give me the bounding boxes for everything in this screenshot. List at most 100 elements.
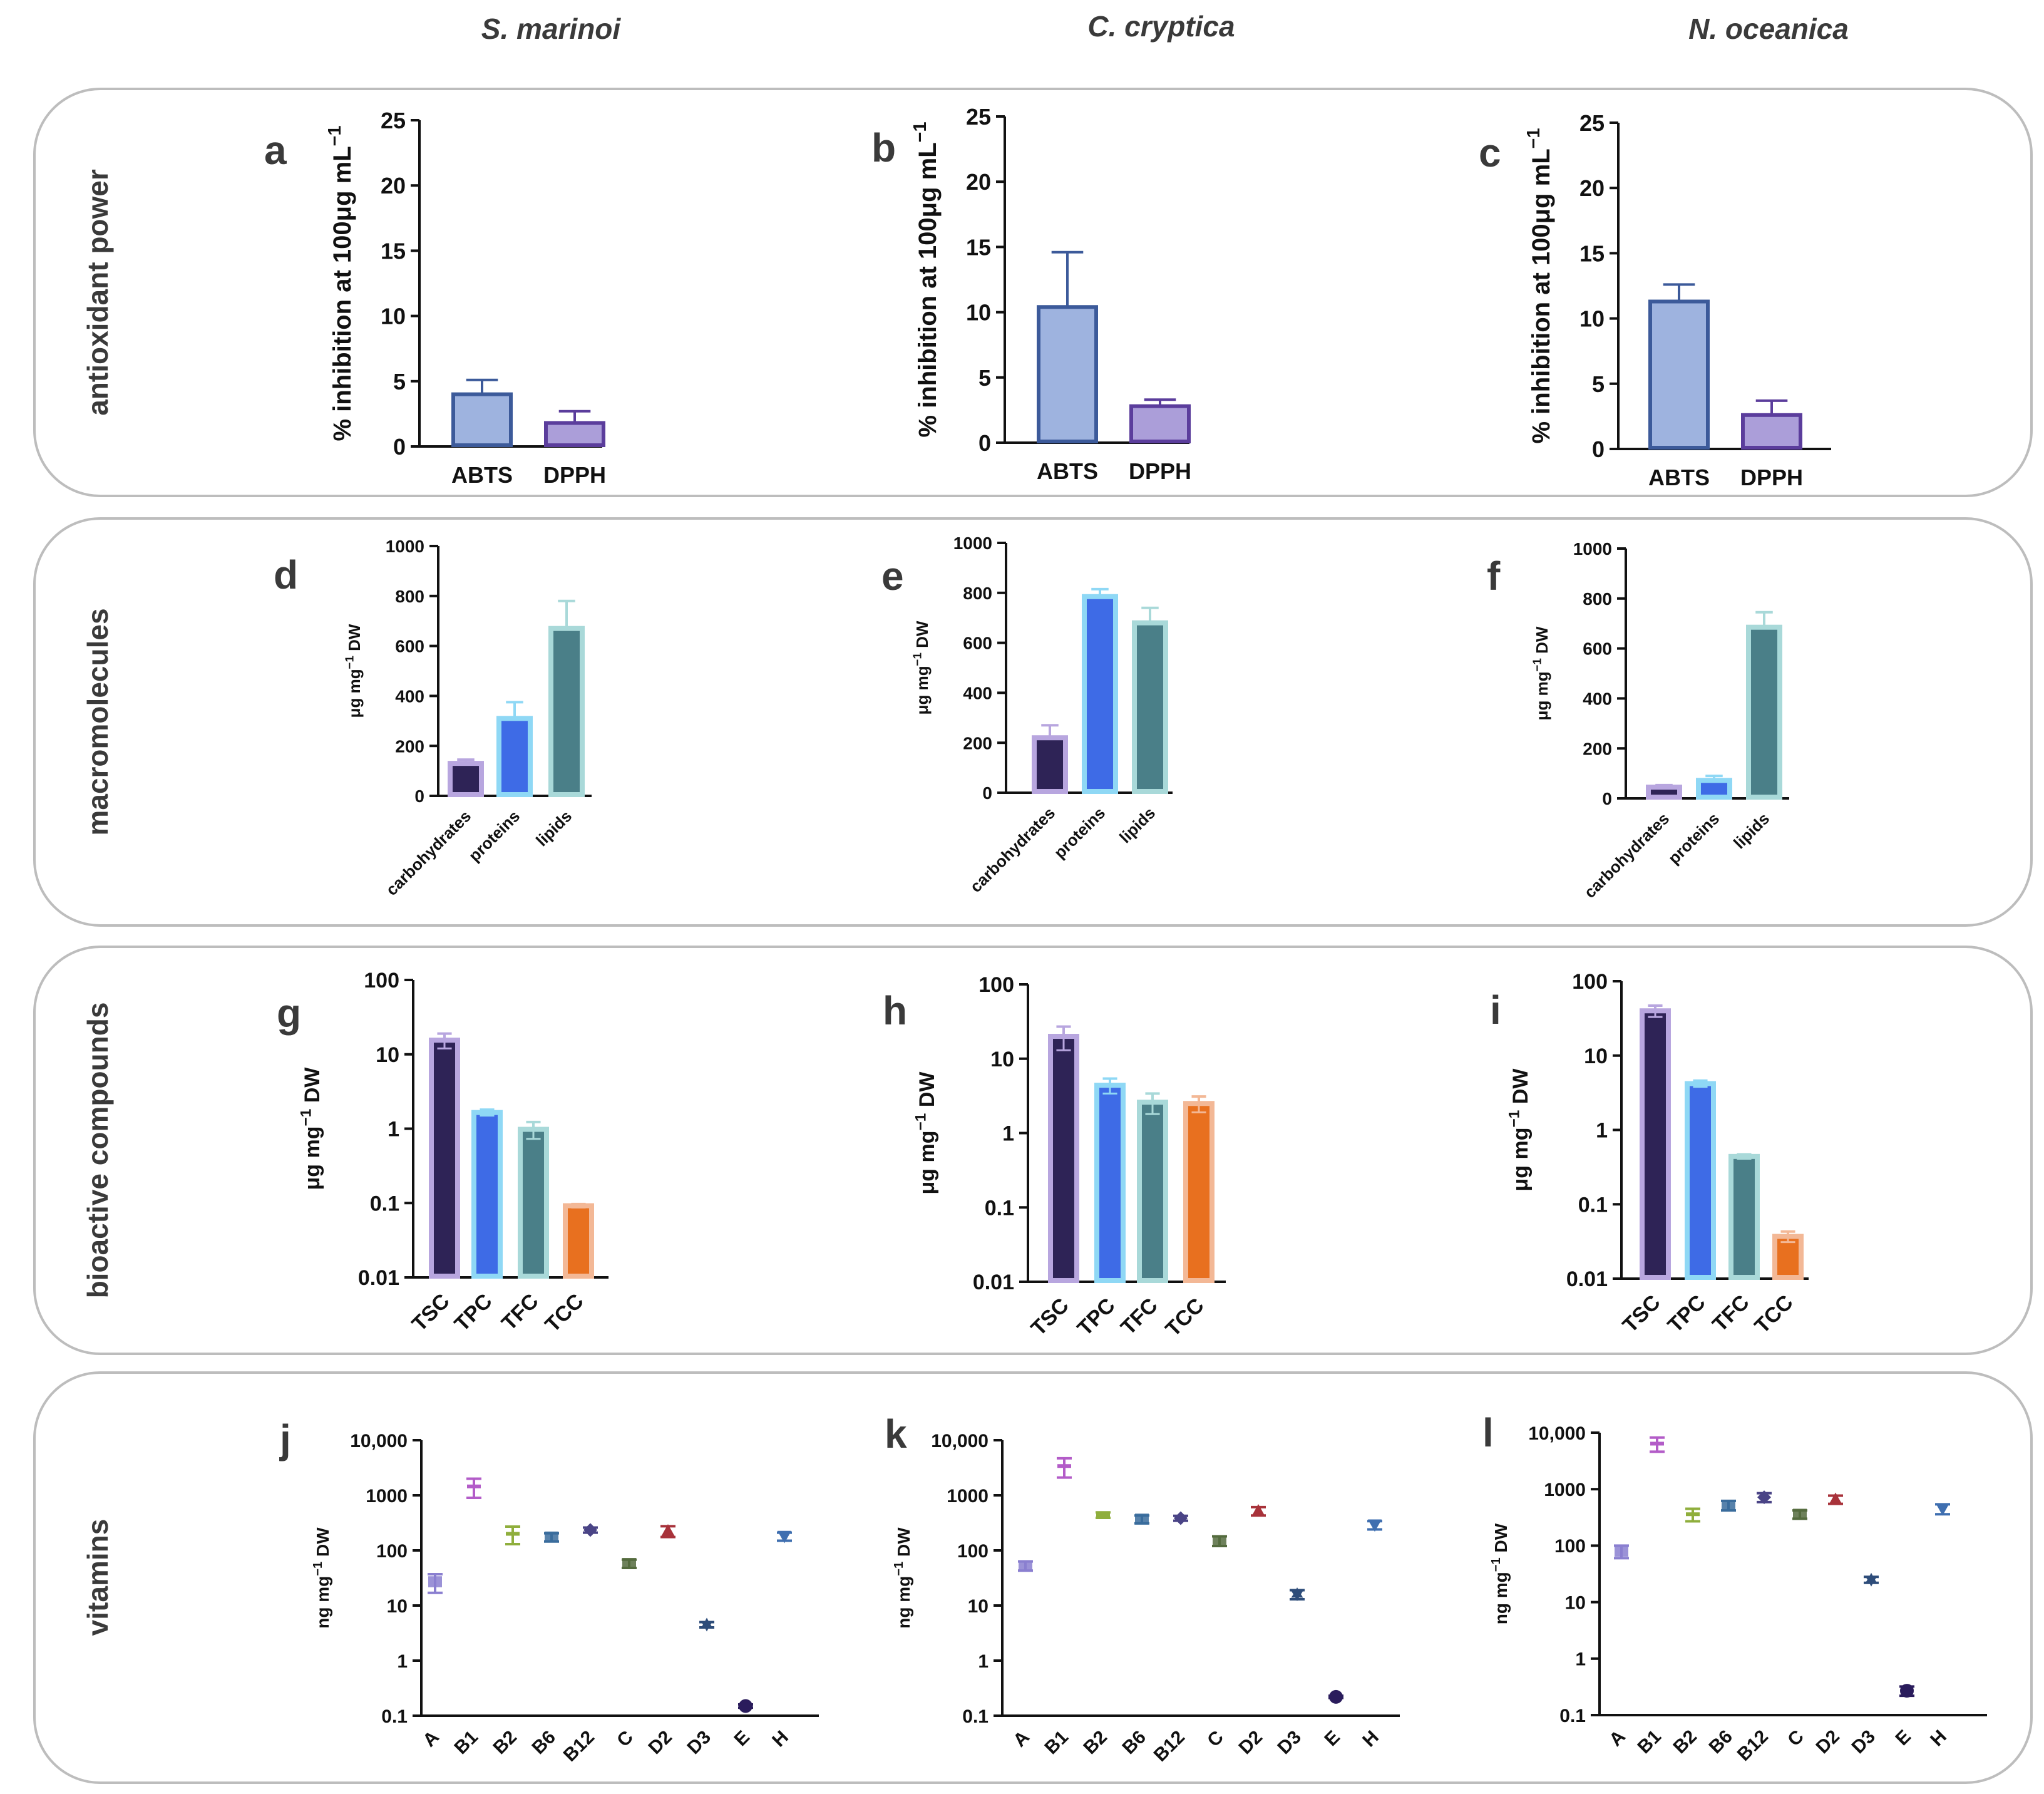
- x-tick-label-tfc: TFC: [497, 1289, 543, 1336]
- x-tick-label-carbohydrates: carbohydrates: [1580, 809, 1673, 902]
- y-tick-label-l: 10,000: [1528, 1423, 1586, 1444]
- chart-e: e 0 200 400 600 800 1000 μg mg−1 DW carbohydrate…: [881, 534, 1173, 896]
- row-label-antioxidant: antioxidant power: [81, 169, 114, 416]
- x-tick-label-h: H: [768, 1727, 793, 1751]
- chart-j: j 0.1 1 10 100 1000 10,000 ng mg−1 DW A B1 B2 B6 B12…: [279, 1416, 819, 1766]
- y-label-sup: −1: [1531, 658, 1544, 671]
- species-title-3: N. oceanica: [1688, 13, 1849, 45]
- y-tick-label-b: 5: [978, 365, 991, 391]
- y-tick-label-f: 1000: [1573, 539, 1612, 559]
- x-tick-label-carbohydrates: carbohydrates: [382, 807, 475, 899]
- panel-letter-b: b: [871, 125, 896, 170]
- y-tick-label-e: 800: [963, 584, 992, 603]
- y-tick-label-d: 0: [414, 786, 424, 806]
- y-tick-label-f: 200: [1583, 739, 1612, 758]
- panel-letter-c: c: [1479, 130, 1501, 175]
- x-tick-label-tsc: TSC: [408, 1289, 455, 1336]
- y-label-sup: −1: [1524, 128, 1544, 148]
- point-e: [1329, 1689, 1343, 1704]
- y-tick-label-l: 100: [1554, 1536, 1586, 1557]
- x-tick-label-abts: ABTS: [451, 462, 513, 488]
- species-title-2: C. cryptica: [1087, 10, 1235, 43]
- y-tick-label-e: 1000: [953, 534, 992, 553]
- point-b1: [1650, 1441, 1664, 1446]
- y-label-main: ng mg: [894, 1576, 913, 1629]
- bar-dpph: [1741, 413, 1802, 450]
- y-tick-label-a: 10: [381, 304, 406, 329]
- x-tick-label-b6: B6: [1118, 1727, 1149, 1758]
- y-label-sup: −1: [311, 1562, 325, 1576]
- point-h: [1368, 1519, 1382, 1532]
- y-tick-label-j: 10: [387, 1596, 408, 1617]
- chart-d: d 0 200 400 600 800 1000 μg mg−1 DW carbohydrate…: [274, 537, 592, 899]
- bar-lipids: [1132, 620, 1168, 794]
- y-tick-label-c: 5: [1592, 371, 1605, 397]
- point-b2: [1096, 1513, 1110, 1517]
- x-tick-label-b12: B12: [1150, 1727, 1189, 1766]
- y-axis-label-j: ng mg−1 DW: [311, 1527, 332, 1629]
- y-tick-label-i: 0.01: [1566, 1267, 1608, 1291]
- y-tick-label-l: 0.1: [1559, 1706, 1586, 1726]
- bar-tsc: [429, 1038, 460, 1279]
- x-tick-label-b1: B1: [1040, 1727, 1072, 1758]
- x-tick-label-lipids: lipids: [532, 807, 575, 850]
- point-b1: [1057, 1464, 1071, 1468]
- y-tick-label-k: 0.1: [962, 1706, 989, 1727]
- y-label-main: % inhibition at 100μg mL: [329, 146, 356, 441]
- x-tick-label-tfc: TFC: [1116, 1294, 1163, 1340]
- y-tick-label-a: 5: [393, 369, 406, 394]
- point-c: [1213, 1535, 1226, 1547]
- y-tick-label-c: 20: [1579, 175, 1605, 201]
- y-tick-label-f: 0: [1602, 789, 1612, 808]
- point-b12: [583, 1523, 597, 1537]
- x-tick-label-e: E: [1891, 1726, 1914, 1750]
- y-tick-label-d: 1000: [386, 537, 424, 556]
- y-axis-label-h: μg mg−1 DW: [912, 1071, 939, 1195]
- species-title-1: S. marinoi: [481, 13, 622, 45]
- y-label-tail: DW: [300, 1067, 324, 1109]
- y-axis-label-i: μg mg−1 DW: [1506, 1068, 1533, 1192]
- bar-tsc: [1048, 1034, 1079, 1283]
- x-tick-label-b6: B6: [528, 1727, 559, 1758]
- point-a: [1615, 1545, 1628, 1557]
- point-d3: [1291, 1587, 1303, 1602]
- x-tick-label-proteins: proteins: [1050, 803, 1109, 862]
- bar-carbohydrates: [1646, 785, 1682, 800]
- bar-tpc: [1094, 1083, 1126, 1283]
- chart-l: l 0.1 1 10 100 1000 10,000 ng mg−1 DW A B1 B2 B6B12…: [1482, 1410, 1987, 1765]
- y-label-sup: −1: [325, 125, 345, 146]
- y-label-main: μg mg: [300, 1126, 324, 1190]
- y-label-tail: DW: [894, 1527, 913, 1562]
- panel-letter-l: l: [1482, 1410, 1494, 1455]
- y-label-sup: −1: [1489, 1557, 1503, 1572]
- y-tick-label-k: 1: [978, 1651, 989, 1672]
- y-tick-label-g: 0.1: [370, 1192, 399, 1215]
- bar-abts: [451, 392, 513, 448]
- bar-tpc: [471, 1110, 503, 1279]
- y-tick-label-d: 200: [395, 736, 424, 756]
- point-b6: [1722, 1500, 1735, 1511]
- x-tick-label-tsc: TSC: [1618, 1291, 1665, 1338]
- y-tick-label-f: 400: [1583, 689, 1612, 708]
- bar-dpph: [1129, 404, 1191, 444]
- bar-proteins: [496, 716, 533, 798]
- y-tick-label-c: 15: [1579, 240, 1605, 266]
- y-label-sup: −1: [911, 652, 924, 666]
- x-tick-label-lipids: lipids: [1116, 803, 1159, 847]
- panel-letter-d: d: [274, 552, 298, 597]
- y-tick-label-i: 1: [1596, 1119, 1608, 1143]
- y-tick-label-h: 0.1: [985, 1196, 1014, 1220]
- point-e: [1900, 1684, 1914, 1698]
- y-label-main: % inhibition at 100μg mL: [1528, 148, 1555, 443]
- y-label-main: μg mg: [915, 1130, 939, 1194]
- y-tick-label-a: 15: [381, 238, 406, 264]
- chart-k: k 0.1 1 10 100 1000 10,000 ng mg−1 DW A B1 B2 B6 B12…: [885, 1411, 1400, 1766]
- x-tick-label-a: A: [419, 1727, 443, 1751]
- y-tick-label-b: 25: [966, 104, 991, 130]
- y-label-tail: DW: [1509, 1068, 1533, 1110]
- y-tick-label-c: 10: [1579, 306, 1605, 332]
- panel-letter-a: a: [264, 128, 287, 173]
- y-tick-label-h: 10: [990, 1048, 1014, 1071]
- y-tick-label-g: 1: [388, 1118, 399, 1142]
